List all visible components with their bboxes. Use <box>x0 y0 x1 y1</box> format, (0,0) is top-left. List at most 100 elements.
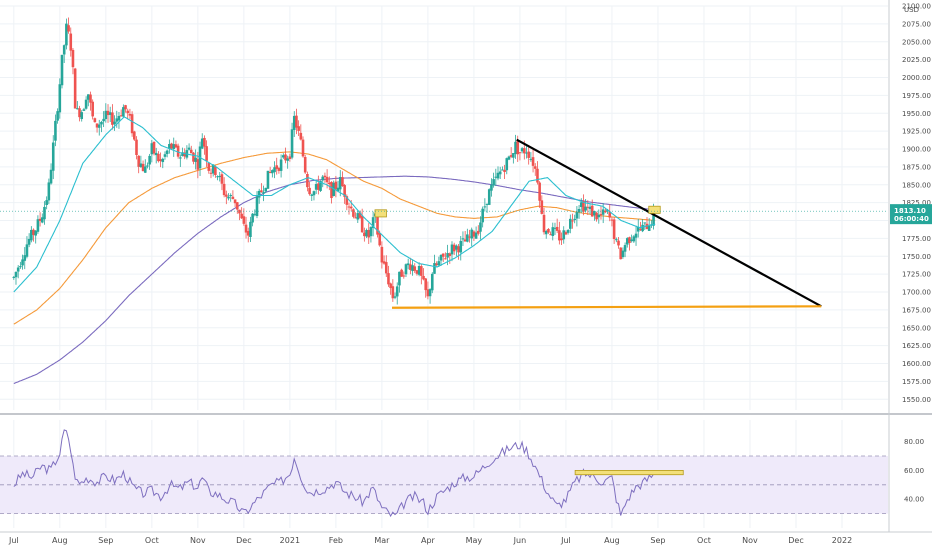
time-axis-label: Sep <box>98 536 113 545</box>
candle-body <box>189 149 193 154</box>
candle-body <box>628 237 631 243</box>
candle-body <box>507 156 511 160</box>
candle <box>604 208 607 214</box>
time-axis-label: Feb <box>329 536 343 545</box>
price-tick-label: 1950.00 <box>902 110 931 118</box>
time-axis-label: Oct <box>697 536 711 545</box>
candle-body <box>582 201 585 212</box>
candle-body <box>625 238 629 245</box>
candle-body <box>260 190 263 193</box>
support-line[interactable] <box>392 305 822 309</box>
candle-body <box>463 239 467 242</box>
candle <box>498 166 502 180</box>
price-tick-label: 1575.00 <box>902 378 931 386</box>
candle <box>60 54 64 89</box>
candle-body <box>593 211 596 216</box>
candle-body <box>518 152 522 154</box>
candle-body <box>319 181 322 191</box>
candle-body <box>62 45 66 55</box>
rsi-tick-label: 80.00 <box>904 438 924 446</box>
candles <box>12 17 655 305</box>
candle <box>352 208 355 219</box>
candle <box>275 157 279 175</box>
candle-body <box>220 174 224 184</box>
time-axis-label: Aug <box>52 536 68 545</box>
candle-body <box>60 54 64 86</box>
candle-body <box>586 206 590 208</box>
descending-trendline[interactable] <box>516 138 822 308</box>
price-tick-label: 1825.00 <box>902 199 931 207</box>
rsi-highlight-box[interactable] <box>574 469 684 476</box>
candle-body <box>479 222 482 232</box>
candle <box>229 193 233 202</box>
candle-body <box>21 259 24 266</box>
candle-body <box>297 126 300 131</box>
time-axis-label: 2021 <box>280 536 300 545</box>
candle <box>281 153 285 159</box>
candle <box>246 227 250 243</box>
candle <box>141 160 145 172</box>
candle <box>253 209 257 217</box>
candle <box>413 263 417 273</box>
candle <box>481 206 484 228</box>
candle <box>207 161 211 174</box>
candle-body <box>273 167 276 173</box>
candle <box>317 175 320 195</box>
candle-body <box>512 153 515 158</box>
candle <box>51 135 55 180</box>
candle <box>330 181 333 204</box>
candle-body <box>330 181 333 199</box>
candle-body <box>23 255 27 261</box>
candle-body <box>292 115 296 130</box>
candle <box>172 137 176 157</box>
candle <box>422 268 425 281</box>
candle-body <box>391 286 395 299</box>
candle <box>402 271 406 279</box>
candle-body <box>555 226 559 231</box>
candle-body <box>203 137 206 147</box>
candle <box>380 241 384 269</box>
candle <box>470 227 474 247</box>
candle <box>371 211 375 237</box>
candle <box>106 104 110 123</box>
candle <box>558 221 561 245</box>
candle <box>220 171 224 191</box>
candle <box>555 218 559 234</box>
candle <box>54 114 57 147</box>
candle <box>630 234 633 243</box>
candle-body <box>441 253 445 257</box>
candle <box>623 242 627 258</box>
candle-body <box>540 200 544 214</box>
candle-body <box>242 216 246 224</box>
candle <box>231 190 235 200</box>
candle-body <box>168 144 171 150</box>
candle <box>505 157 509 175</box>
candle <box>389 282 392 295</box>
candle-body <box>251 213 254 223</box>
candle-body <box>150 143 154 155</box>
candle <box>560 232 563 245</box>
highlight-box[interactable] <box>648 205 661 214</box>
candle <box>632 235 636 243</box>
candle <box>150 139 154 163</box>
candle <box>86 94 90 107</box>
candle <box>34 229 38 244</box>
candle <box>216 175 219 181</box>
candle <box>472 230 476 241</box>
candle-body <box>630 239 633 241</box>
candle-body <box>485 203 489 205</box>
candle <box>284 147 287 164</box>
highlight-box[interactable] <box>374 209 387 218</box>
candle <box>347 202 351 215</box>
price-tick-label: 1675.00 <box>902 306 931 314</box>
candle-body <box>647 226 651 231</box>
candle-body <box>461 238 465 240</box>
candle-body <box>27 238 31 245</box>
candle <box>137 155 140 174</box>
price-tick-label: 2100.00 <box>902 3 931 11</box>
candle <box>163 151 167 160</box>
candle <box>122 104 125 117</box>
candle-body <box>227 196 230 199</box>
candle <box>40 213 44 224</box>
